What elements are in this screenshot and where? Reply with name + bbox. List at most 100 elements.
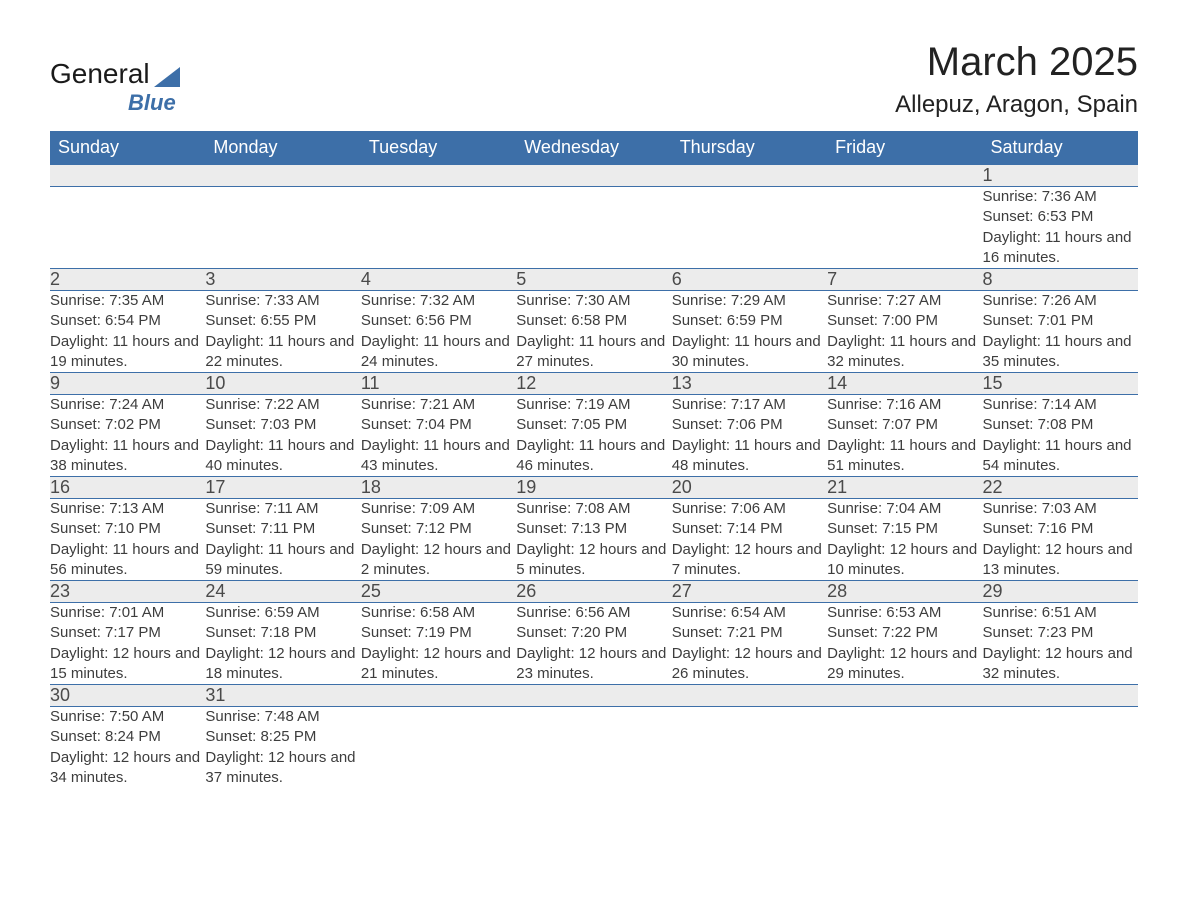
sunrise-line: Sunrise: 7:36 AM <box>983 187 1138 207</box>
day-cell: Sunrise: 7:09 AMSunset: 7:12 PMDaylight:… <box>361 499 516 581</box>
sunset-line: Sunset: 6:56 PM <box>361 311 516 331</box>
sunset-line: Sunset: 7:11 PM <box>205 519 360 539</box>
sunset-line: Sunset: 7:12 PM <box>361 519 516 539</box>
sunrise-line: Sunrise: 6:59 AM <box>205 603 360 623</box>
daylight-line: Daylight: 11 hours and 16 minutes. <box>983 228 1138 269</box>
day-number <box>672 165 827 187</box>
daylight-line: Daylight: 11 hours and 35 minutes. <box>983 332 1138 373</box>
content-row: Sunrise: 7:01 AMSunset: 7:17 PMDaylight:… <box>50 603 1138 685</box>
sunrise-line: Sunrise: 6:54 AM <box>672 603 827 623</box>
daylight-line: Daylight: 11 hours and 32 minutes. <box>827 332 982 373</box>
sunrise-line: Sunrise: 7:11 AM <box>205 499 360 519</box>
day-number <box>516 165 671 187</box>
sunset-line: Sunset: 7:08 PM <box>983 415 1138 435</box>
sunset-line: Sunset: 7:07 PM <box>827 415 982 435</box>
day-number: 30 <box>50 685 205 707</box>
daynum-row: 23242526272829 <box>50 581 1138 603</box>
day-number: 22 <box>983 477 1138 499</box>
sunset-line: Sunset: 7:22 PM <box>827 623 982 643</box>
sunset-line: Sunset: 7:16 PM <box>983 519 1138 539</box>
day-cell <box>827 707 982 789</box>
day-number <box>672 685 827 707</box>
sunrise-line: Sunrise: 6:58 AM <box>361 603 516 623</box>
day-cell <box>827 187 982 269</box>
daynum-row: 16171819202122 <box>50 477 1138 499</box>
weekday-header-row: Sunday Monday Tuesday Wednesday Thursday… <box>50 131 1138 165</box>
sunset-line: Sunset: 8:24 PM <box>50 727 205 747</box>
sunrise-line: Sunrise: 7:27 AM <box>827 291 982 311</box>
sunset-line: Sunset: 7:15 PM <box>827 519 982 539</box>
day-cell: Sunrise: 6:56 AMSunset: 7:20 PMDaylight:… <box>516 603 671 685</box>
day-number: 15 <box>983 373 1138 395</box>
calendar-table: Sunday Monday Tuesday Wednesday Thursday… <box>50 131 1138 788</box>
content-row: Sunrise: 7:13 AMSunset: 7:10 PMDaylight:… <box>50 499 1138 581</box>
day-number: 26 <box>516 581 671 603</box>
daynum-row: 2345678 <box>50 269 1138 291</box>
sunrise-line: Sunrise: 6:53 AM <box>827 603 982 623</box>
daylight-line: Daylight: 11 hours and 22 minutes. <box>205 332 360 373</box>
sunrise-line: Sunrise: 7:33 AM <box>205 291 360 311</box>
sunrise-line: Sunrise: 7:04 AM <box>827 499 982 519</box>
logo-text: General <box>50 60 180 92</box>
sunrise-line: Sunrise: 7:09 AM <box>361 499 516 519</box>
logo-word1: General <box>50 58 150 89</box>
day-cell: Sunrise: 7:50 AMSunset: 8:24 PMDaylight:… <box>50 707 205 789</box>
title-block: March 2025 Allepuz, Aragon, Spain <box>895 40 1138 119</box>
daylight-line: Daylight: 11 hours and 30 minutes. <box>672 332 827 373</box>
daylight-line: Daylight: 11 hours and 48 minutes. <box>672 436 827 477</box>
daylight-line: Daylight: 12 hours and 15 minutes. <box>50 644 205 685</box>
day-number: 25 <box>361 581 516 603</box>
col-monday: Monday <box>205 131 360 165</box>
daylight-line: Daylight: 12 hours and 5 minutes. <box>516 540 671 581</box>
daylight-line: Daylight: 12 hours and 23 minutes. <box>516 644 671 685</box>
day-number: 16 <box>50 477 205 499</box>
sunset-line: Sunset: 7:13 PM <box>516 519 671 539</box>
day-number: 29 <box>983 581 1138 603</box>
sunrise-line: Sunrise: 7:50 AM <box>50 707 205 727</box>
day-cell: Sunrise: 7:35 AMSunset: 6:54 PMDaylight:… <box>50 291 205 373</box>
col-friday: Friday <box>827 131 982 165</box>
daylight-line: Daylight: 12 hours and 7 minutes. <box>672 540 827 581</box>
day-cell <box>516 707 671 789</box>
content-row: Sunrise: 7:50 AMSunset: 8:24 PMDaylight:… <box>50 707 1138 789</box>
sunset-line: Sunset: 7:14 PM <box>672 519 827 539</box>
day-cell <box>672 707 827 789</box>
daylight-line: Daylight: 12 hours and 18 minutes. <box>205 644 360 685</box>
sunrise-line: Sunrise: 7:01 AM <box>50 603 205 623</box>
day-cell <box>516 187 671 269</box>
day-cell: Sunrise: 7:06 AMSunset: 7:14 PMDaylight:… <box>672 499 827 581</box>
day-cell: Sunrise: 7:36 AMSunset: 6:53 PMDaylight:… <box>983 187 1138 269</box>
col-wednesday: Wednesday <box>516 131 671 165</box>
sunset-line: Sunset: 7:21 PM <box>672 623 827 643</box>
day-cell <box>205 187 360 269</box>
sunrise-line: Sunrise: 6:51 AM <box>983 603 1138 623</box>
day-number: 17 <box>205 477 360 499</box>
sunset-line: Sunset: 6:58 PM <box>516 311 671 331</box>
daylight-line: Daylight: 11 hours and 24 minutes. <box>361 332 516 373</box>
day-number: 19 <box>516 477 671 499</box>
sunset-line: Sunset: 7:10 PM <box>50 519 205 539</box>
day-number: 24 <box>205 581 360 603</box>
content-row: Sunrise: 7:35 AMSunset: 6:54 PMDaylight:… <box>50 291 1138 373</box>
day-number: 2 <box>50 269 205 291</box>
sunset-line: Sunset: 7:02 PM <box>50 415 205 435</box>
sunrise-line: Sunrise: 7:48 AM <box>205 707 360 727</box>
sunset-line: Sunset: 6:53 PM <box>983 207 1138 227</box>
col-saturday: Saturday <box>983 131 1138 165</box>
daylight-line: Daylight: 12 hours and 26 minutes. <box>672 644 827 685</box>
daylight-line: Daylight: 12 hours and 32 minutes. <box>983 644 1138 685</box>
day-cell: Sunrise: 7:01 AMSunset: 7:17 PMDaylight:… <box>50 603 205 685</box>
day-number <box>205 165 360 187</box>
daylight-line: Daylight: 11 hours and 46 minutes. <box>516 436 671 477</box>
logo-word2: Blue <box>128 90 180 116</box>
sunset-line: Sunset: 7:18 PM <box>205 623 360 643</box>
day-cell: Sunrise: 7:19 AMSunset: 7:05 PMDaylight:… <box>516 395 671 477</box>
calendar-body: 1 Sunrise: 7:36 AMSunset: 6:53 PMDayligh… <box>50 165 1138 789</box>
day-cell: Sunrise: 7:22 AMSunset: 7:03 PMDaylight:… <box>205 395 360 477</box>
day-cell: Sunrise: 6:54 AMSunset: 7:21 PMDaylight:… <box>672 603 827 685</box>
day-number: 7 <box>827 269 982 291</box>
location: Allepuz, Aragon, Spain <box>895 91 1138 119</box>
day-cell <box>361 707 516 789</box>
sunset-line: Sunset: 7:23 PM <box>983 623 1138 643</box>
daylight-line: Daylight: 12 hours and 13 minutes. <box>983 540 1138 581</box>
